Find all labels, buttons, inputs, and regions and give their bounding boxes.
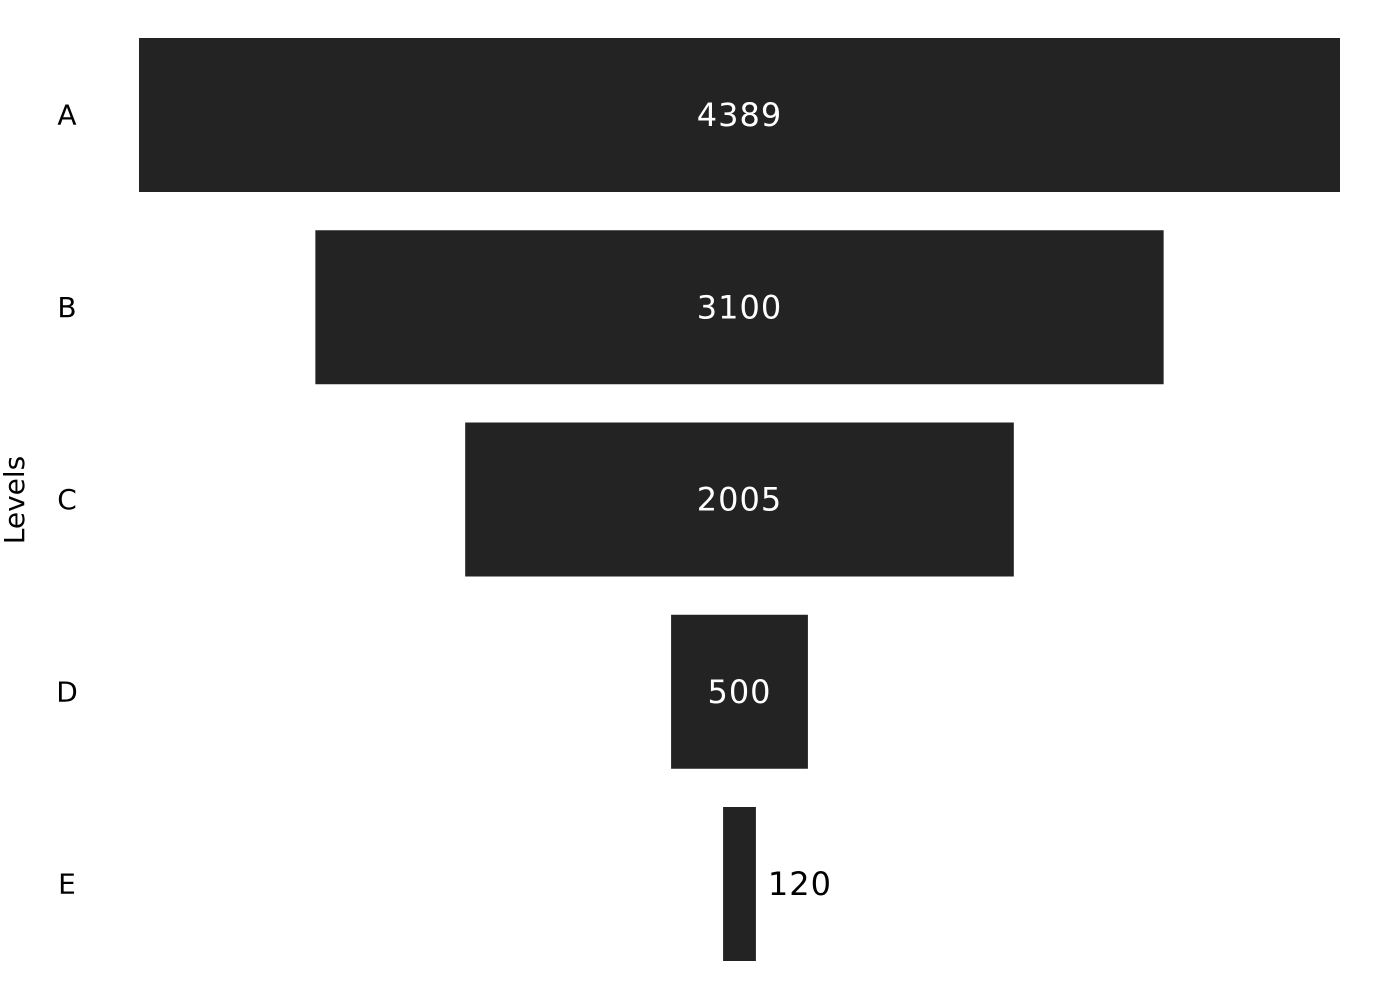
category-label-b: B <box>57 291 76 324</box>
category-label-d: D <box>56 675 78 708</box>
funnel-bar-a <box>139 38 1340 192</box>
data-label-c: 2005 <box>697 481 782 519</box>
funnel-marks: 4389 A 3100 B 2005 C 500 D 120 E <box>56 38 1340 961</box>
funnel-bar-b <box>315 230 1164 385</box>
y-axis-title: Levels <box>0 456 31 545</box>
category-label-e: E <box>58 868 76 901</box>
data-label-b: 3100 <box>697 288 782 326</box>
funnel-bar-c <box>465 422 1014 577</box>
data-label-d: 500 <box>707 673 771 711</box>
data-label-a: 4389 <box>697 96 782 134</box>
category-label-c: C <box>57 483 77 516</box>
funnel-bar-d <box>671 614 808 769</box>
category-label-a: A <box>57 99 76 132</box>
funnel-bar-e <box>723 807 756 961</box>
data-label-e: 120 <box>768 865 832 903</box>
